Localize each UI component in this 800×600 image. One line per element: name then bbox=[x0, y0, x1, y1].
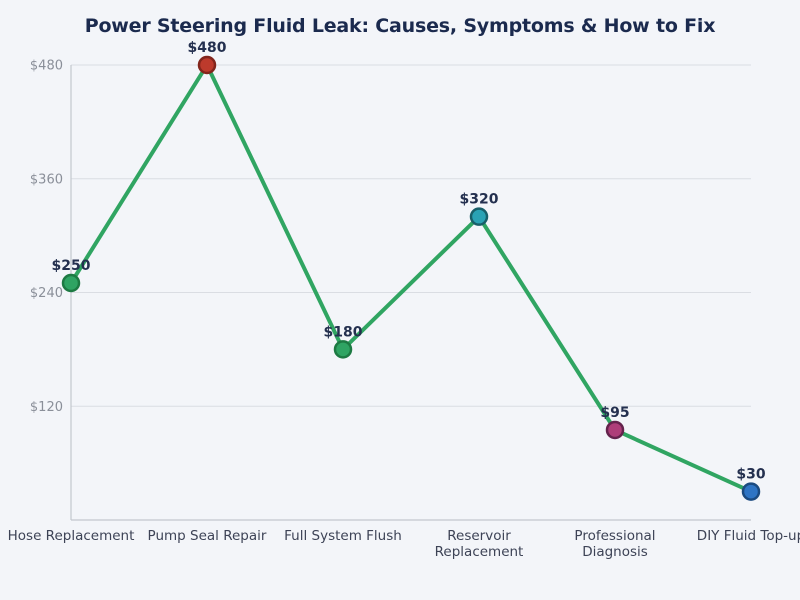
x-axis-label: DIY Fluid Top-up bbox=[697, 528, 800, 544]
data-point-2 bbox=[333, 340, 353, 359]
data-point-3 bbox=[469, 207, 489, 226]
y-tick-label: $240 bbox=[30, 286, 63, 301]
y-tick-label: $480 bbox=[30, 59, 63, 74]
x-axis-label: Hose Replacement bbox=[8, 528, 135, 544]
x-axis-label: Full System Flush bbox=[284, 528, 402, 544]
data-point-0 bbox=[61, 273, 81, 293]
y-tick-label: $120 bbox=[30, 400, 63, 415]
x-axis-label: Professional Diagnosis bbox=[574, 528, 655, 560]
trend-line bbox=[69, 63, 753, 494]
data-point-1 bbox=[197, 55, 217, 75]
point-value-label: $95 bbox=[600, 405, 629, 421]
data-point-5 bbox=[741, 482, 761, 501]
x-axis-label: Reservoir Replacement bbox=[435, 528, 524, 560]
point-value-label: $320 bbox=[460, 192, 499, 208]
data-point-4 bbox=[605, 420, 625, 440]
chart-title: Power Steering Fluid Leak: Causes, Sympt… bbox=[84, 15, 716, 37]
point-value-label: $30 bbox=[736, 467, 765, 483]
point-value-label: $180 bbox=[324, 324, 363, 340]
point-value-label: $250 bbox=[52, 258, 91, 274]
x-axis-label: Pump Seal Repair bbox=[148, 528, 267, 544]
y-tick-label: $360 bbox=[30, 172, 63, 187]
point-value-label: $480 bbox=[188, 40, 227, 56]
